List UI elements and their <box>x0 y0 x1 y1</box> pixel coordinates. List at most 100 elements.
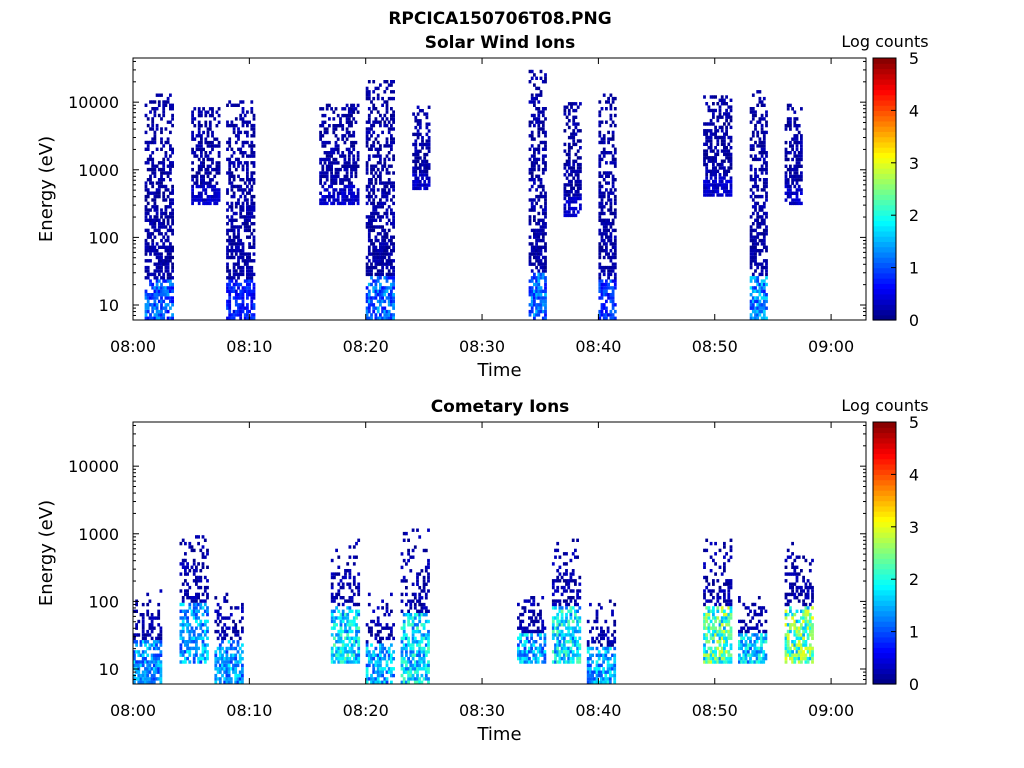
data-cell <box>539 90 543 94</box>
data-cell <box>528 80 532 84</box>
data-cell <box>379 147 382 151</box>
data-cell <box>385 137 389 141</box>
data-cell <box>387 303 391 307</box>
data-cell <box>554 555 557 559</box>
data-cell <box>226 262 229 266</box>
data-cell <box>729 166 733 170</box>
data-cell <box>234 670 238 674</box>
data-cell <box>352 619 356 624</box>
data-cell <box>151 245 155 249</box>
data-cell <box>171 232 174 236</box>
data-cell <box>383 309 387 314</box>
data-cell <box>218 643 222 647</box>
data-cell <box>374 279 378 283</box>
data-cell <box>411 650 415 654</box>
data-cell <box>203 599 207 603</box>
data-cell <box>422 633 426 637</box>
data-cell <box>376 657 380 661</box>
data-cell <box>232 218 236 222</box>
data-cell <box>533 218 536 222</box>
data-cell <box>390 286 393 290</box>
data-cell <box>160 289 163 293</box>
data-cell <box>795 154 799 158</box>
data-cell <box>243 313 247 317</box>
data-cell <box>424 643 428 647</box>
data-cell <box>248 120 251 124</box>
data-cell <box>725 193 728 197</box>
data-cell <box>390 276 393 280</box>
data-cell <box>206 643 209 647</box>
data-cell <box>197 144 201 148</box>
data-cell <box>528 293 532 297</box>
data-cell <box>425 152 429 157</box>
data-cell <box>330 201 333 206</box>
data-cell <box>239 249 243 253</box>
data-cell <box>533 316 536 320</box>
data-cell <box>723 169 726 173</box>
data-cell <box>241 626 244 630</box>
data-cell <box>367 225 371 229</box>
data-cell <box>530 306 534 310</box>
data-cell <box>166 269 170 273</box>
data-cell <box>328 103 331 108</box>
data-cell <box>188 640 192 644</box>
data-cell <box>246 211 249 216</box>
data-cell <box>598 164 602 168</box>
data-cell <box>541 184 545 189</box>
data-cell <box>357 656 361 661</box>
data-cell <box>716 152 720 157</box>
data-cell <box>609 309 613 314</box>
burst <box>551 538 582 664</box>
data-cell <box>144 218 148 222</box>
data-cell <box>765 113 768 118</box>
data-cell <box>611 316 615 320</box>
data-cell <box>226 191 229 195</box>
data-cell <box>609 286 613 290</box>
data-cell <box>252 238 256 243</box>
data-cell <box>234 140 238 145</box>
data-cell <box>190 629 194 634</box>
data-cell <box>530 228 534 233</box>
data-cell <box>602 316 606 320</box>
data-cell <box>319 157 322 162</box>
data-cell <box>576 166 580 170</box>
data-cell <box>725 118 728 123</box>
data-cell <box>554 599 557 603</box>
data-cell <box>720 166 724 170</box>
data-cell <box>611 255 615 260</box>
data-cell <box>226 299 229 304</box>
data-cell <box>367 198 371 202</box>
data-cell <box>530 660 533 664</box>
data-cell <box>169 103 172 107</box>
data-cell <box>751 110 755 114</box>
data-cell <box>374 117 378 121</box>
data-cell <box>762 144 766 148</box>
data-cell <box>756 262 760 266</box>
data-cell <box>226 245 229 249</box>
data-cell <box>218 619 222 624</box>
data-cell <box>214 660 218 664</box>
data-cell <box>195 653 198 657</box>
data-cell <box>607 238 610 243</box>
data-cell <box>609 93 613 97</box>
data-cell <box>539 218 543 222</box>
data-cell <box>367 218 371 222</box>
data-cell <box>171 164 174 168</box>
data-cell <box>613 282 617 287</box>
data-cell <box>544 140 547 145</box>
burst <box>144 93 174 320</box>
data-cell <box>784 178 788 182</box>
data-cell <box>791 147 794 152</box>
data-cell <box>337 616 341 620</box>
data-cell <box>613 255 617 260</box>
data-cell <box>197 191 201 195</box>
data-cell <box>390 673 393 678</box>
data-cell <box>532 612 536 617</box>
data-cell <box>544 242 547 246</box>
colorbar-segment <box>873 230 896 237</box>
data-cell <box>343 191 347 195</box>
data-cell <box>418 677 422 681</box>
data-cell <box>160 252 163 256</box>
data-cell <box>190 599 194 603</box>
data-cell <box>155 107 159 111</box>
